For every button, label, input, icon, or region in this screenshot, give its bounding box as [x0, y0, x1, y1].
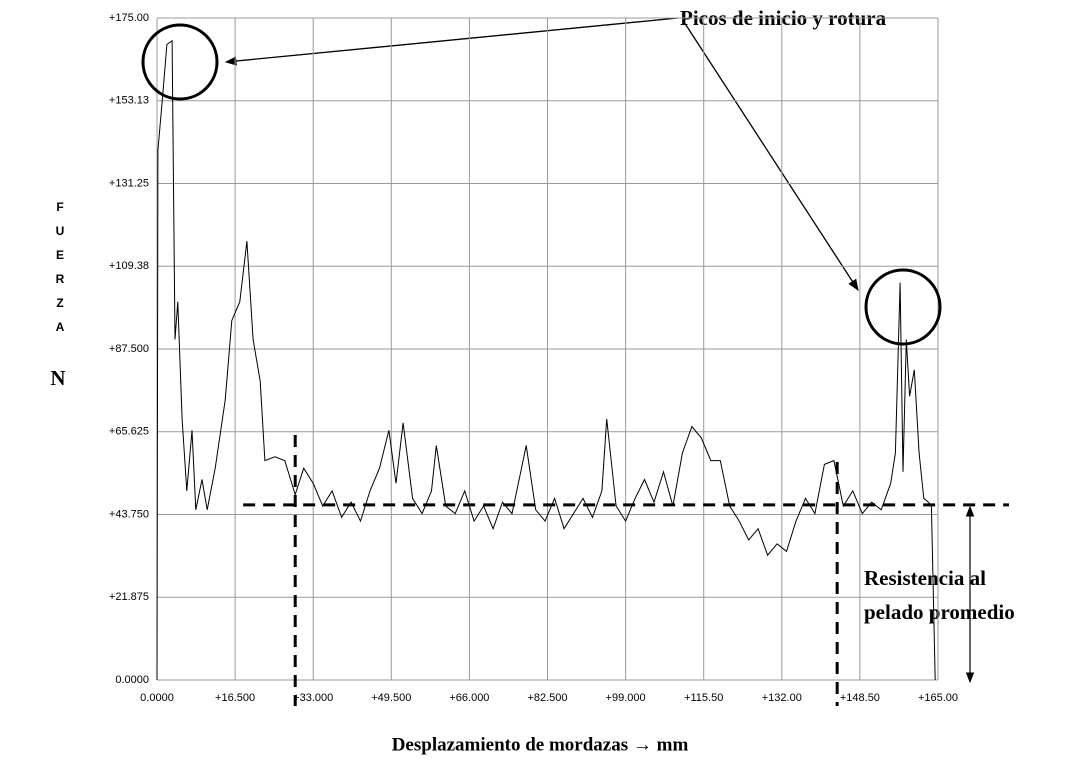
y-tick-label: +65.625 — [109, 426, 149, 438]
annotation-average: Resistencia al — [864, 566, 986, 590]
y-tick-label: +43.750 — [109, 508, 149, 520]
x-tick-label: +82.500 — [527, 692, 567, 704]
x-tick-label: +49.500 — [371, 692, 411, 704]
y-axis-label: FUERZA — [53, 200, 67, 344]
x-tick-label: 0.0000 — [140, 692, 174, 704]
y-tick-label: 0.0000 — [115, 674, 149, 686]
x-tick-label: +66.000 — [449, 692, 489, 704]
y-tick-label: +131.25 — [109, 177, 149, 189]
y-tick-label: +21.875 — [109, 591, 149, 603]
x-tick-label: +33.000 — [293, 692, 333, 704]
arrow — [224, 17, 679, 66]
force-line — [156, 39, 936, 681]
y-tick-label: +175.00 — [109, 12, 149, 24]
x-axis-label: Desplazamiento de mordazas → mm — [392, 734, 689, 755]
y-tick-label: +87.500 — [109, 343, 149, 355]
x-tick-label: +115.50 — [684, 692, 723, 704]
highlight-circle — [864, 268, 942, 346]
y-tick-label: +109.38 — [109, 260, 149, 272]
y-tick-label: +153.13 — [109, 95, 149, 107]
x-tick-label: +16.500 — [215, 692, 255, 704]
arrow — [683, 21, 859, 291]
x-tick-label: +165.00 — [918, 692, 958, 704]
y-axis-unit: N — [50, 366, 65, 390]
x-tick-label: +132.00 — [762, 692, 802, 704]
x-tick-label: +99.000 — [606, 692, 646, 704]
annotation-average: pelado promedio — [864, 600, 1015, 624]
highlight-circle — [141, 23, 219, 101]
x-tick-label: +148.50 — [840, 692, 880, 704]
